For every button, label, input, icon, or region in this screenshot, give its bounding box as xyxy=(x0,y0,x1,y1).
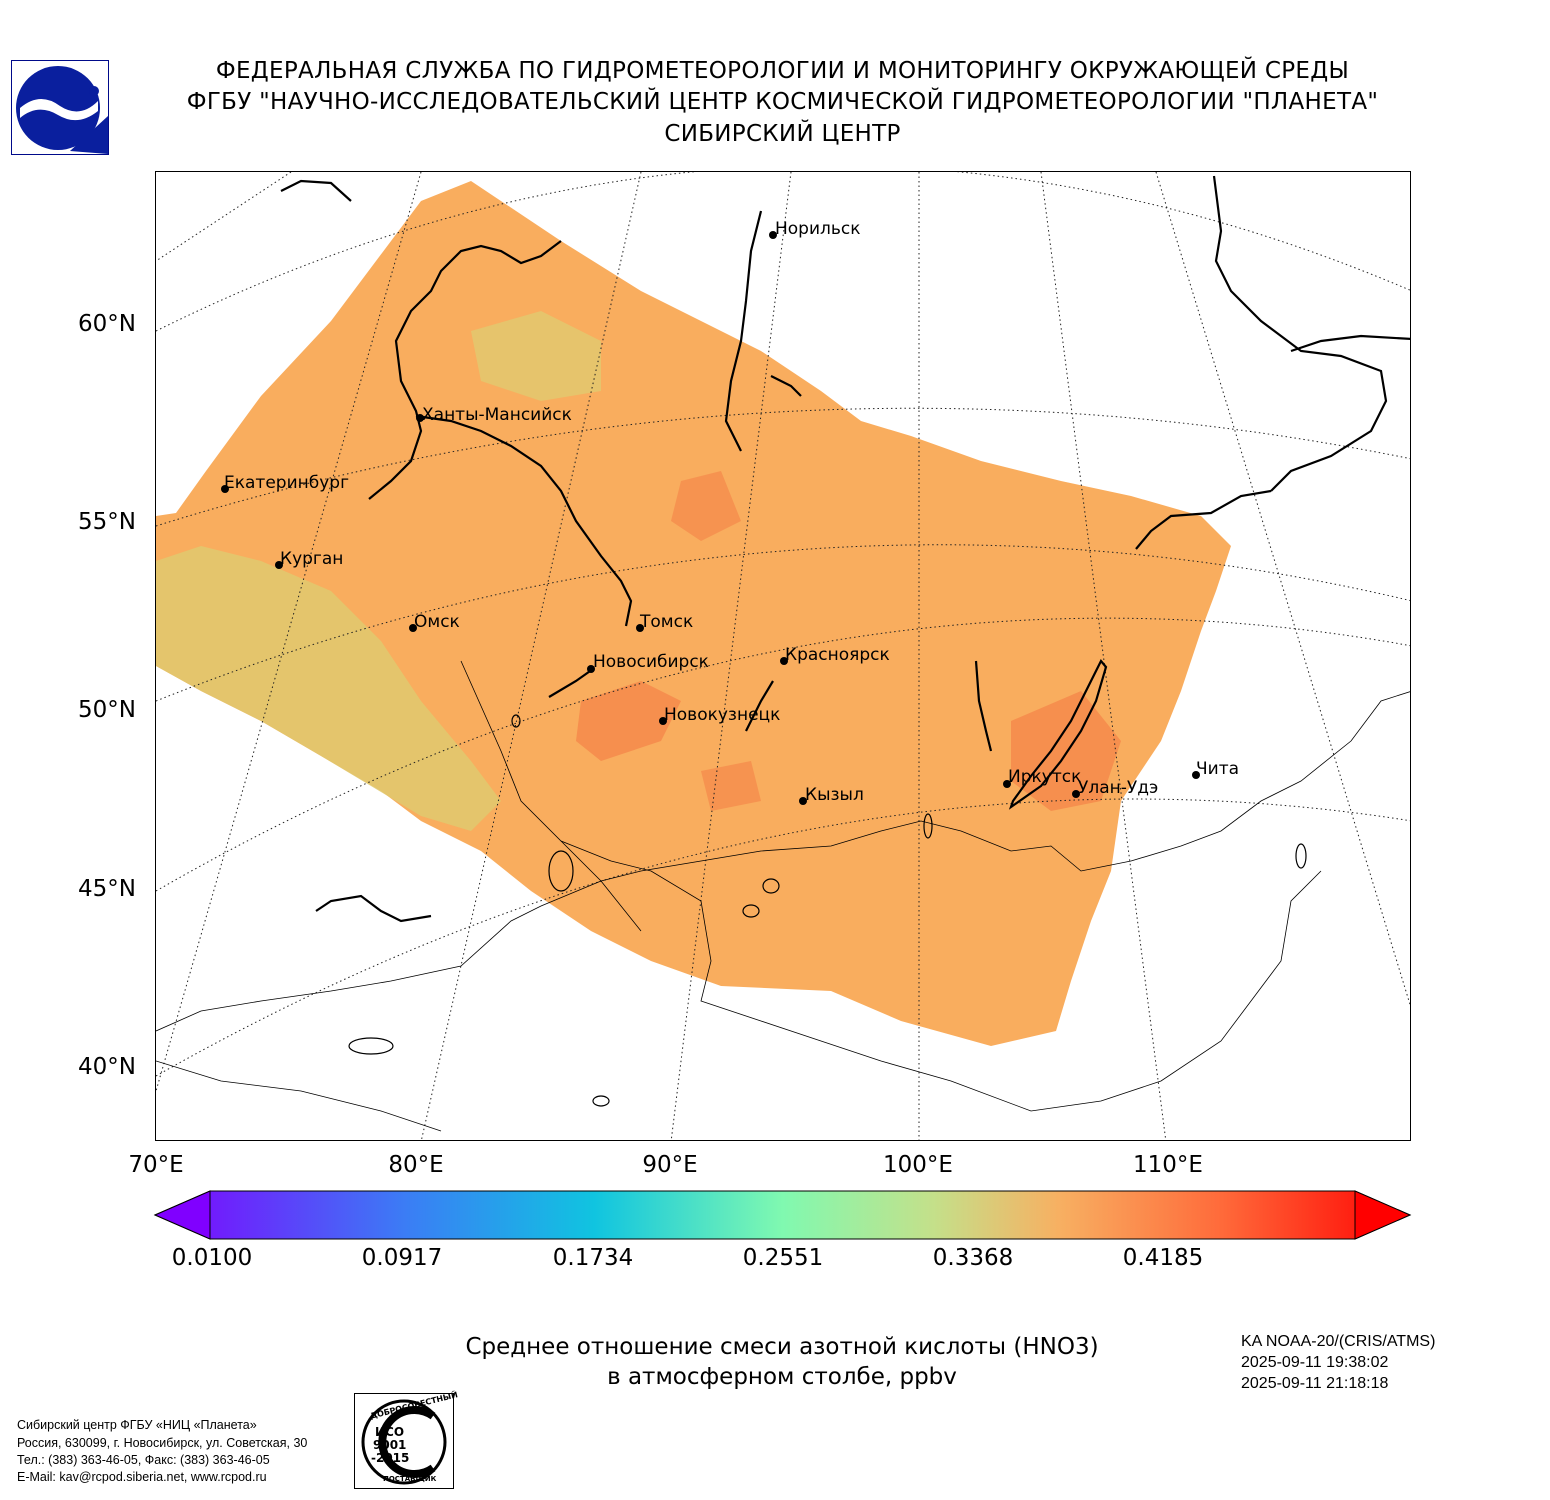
hno3-field xyxy=(156,181,1231,1046)
city-label-novokuznetsk: Новокузнецк xyxy=(664,705,781,725)
colorbar-tick-4: 0.3368 xyxy=(932,1245,1014,1271)
iso-stamp-iso: ИСО xyxy=(375,1425,405,1439)
satellite-time-end: 2025-09-11 21:18:18 xyxy=(1241,1375,1389,1392)
colorbar-tick-3: 0.2551 xyxy=(742,1245,824,1271)
hno3-field-high-1 xyxy=(576,681,681,761)
lon-label-110: 110°E xyxy=(1133,1152,1203,1178)
city-label-ulan-ude: Улан-Удэ xyxy=(1078,778,1159,798)
lon-label-80: 80°E xyxy=(388,1152,444,1178)
iso-stamp-bottom: ПОСТАВЩИК xyxy=(383,1475,437,1483)
city-dot-krasnoyarsk xyxy=(780,657,788,665)
city-dot-omsk xyxy=(409,624,417,632)
lat-label-60: 60°N xyxy=(78,311,136,337)
caption-line-1: Среднее отношение смеси азотной кислоты … xyxy=(465,1334,1099,1360)
city-label-kurgan: Курган xyxy=(280,549,344,569)
planeta-logo xyxy=(11,60,109,155)
footer-line-4: E-Mail: kav@rcpod.siberia.net, www.rcpod… xyxy=(17,1470,267,1484)
hno3-field-high-3 xyxy=(671,471,741,541)
hno3-field-high-4 xyxy=(701,761,761,811)
caption-line-2: в атмосферном столбе, ppbv xyxy=(607,1364,957,1390)
city-dot-irkutsk xyxy=(1003,780,1011,788)
colorbar-tick-0: 0.0100 xyxy=(171,1245,253,1271)
colorbar-tick-5: 0.4185 xyxy=(1122,1245,1204,1271)
colorbar-tick-2: 0.1734 xyxy=(552,1245,634,1271)
city-label-tomsk: Томск xyxy=(640,612,694,632)
iso-stamp-year: -2015 xyxy=(371,1451,410,1465)
city-label-norilsk: Норильск xyxy=(775,219,861,239)
city-dot-norilsk xyxy=(769,231,777,239)
map-svg xyxy=(156,172,1410,1140)
lon-label-90: 90°E xyxy=(642,1152,698,1178)
lat-label-40: 40°N xyxy=(78,1054,136,1080)
city-dot-ekaterinburg xyxy=(221,485,229,493)
city-dot-ulan-ude xyxy=(1072,790,1080,798)
colorbar-tick-1: 0.0917 xyxy=(361,1245,443,1271)
city-dot-novokuznetsk xyxy=(659,717,667,725)
city-label-novosibirsk: Новосибирск xyxy=(593,652,709,672)
city-dot-kyzyl xyxy=(799,797,807,805)
city-label-chita: Чита xyxy=(1196,759,1240,779)
lon-label-70: 70°E xyxy=(128,1152,184,1178)
header-line-2: ФГБУ "НАУЧНО-ИССЛЕДОВАТЕЛЬСКИЙ ЦЕНТР КОС… xyxy=(186,89,1379,115)
borders xyxy=(156,660,1410,1132)
header-line-3: СИБИРСКИЙ ЦЕНТР xyxy=(664,121,901,147)
lon-label-100: 100°E xyxy=(883,1152,953,1178)
city-dot-tomsk xyxy=(636,624,644,632)
footer-line-2: Россия, 630099, г. Новосибирск, ул. Сове… xyxy=(17,1436,308,1450)
rivers xyxy=(280,175,1410,923)
city-dot-novosibirsk xyxy=(587,665,595,673)
footer-line-3: Тел.: (383) 363-46-05, Факс: (383) 363-4… xyxy=(17,1453,270,1467)
satellite-time-start: 2025-09-11 19:38:02 xyxy=(1241,1354,1389,1371)
lat-label-45: 45°N xyxy=(78,876,136,902)
city-dot-khanty-mansiysk xyxy=(416,414,424,422)
city-dot-chita xyxy=(1192,771,1200,779)
lat-label-55: 55°N xyxy=(78,509,136,535)
hno3-field-low-north xyxy=(471,311,601,401)
city-dot-kurgan xyxy=(275,561,283,569)
hno3-field-low xyxy=(156,546,501,831)
city-label-kyzyl: Кызыл xyxy=(805,785,864,805)
city-label-ekaterinburg: Екатеринбург xyxy=(224,473,350,493)
city-label-irkutsk: Иркутск xyxy=(1008,767,1082,787)
graticule xyxy=(156,172,1410,1140)
map-frame xyxy=(155,171,1411,1141)
colorbar xyxy=(153,1190,1412,1240)
header-line-1: ФЕДЕРАЛЬНАЯ СЛУЖБА ПО ГИДРОМЕТЕОРОЛОГИИ … xyxy=(215,58,1350,84)
hno3-field-high-2 xyxy=(1011,691,1121,811)
footer-line-1: Сибирский центр ФГБУ «НИЦ «Планета» xyxy=(17,1418,257,1432)
satellite-name: KA NOAA-20/(CRIS/ATMS) xyxy=(1241,1333,1436,1350)
lakes xyxy=(348,714,1307,1107)
iso-stamp: ДОБРОСОВЕСТНЫЙ ИСО 9001 -2015 ПОСТАВЩИК xyxy=(354,1390,459,1489)
city-label-krasnoyarsk: Красноярск xyxy=(785,645,890,665)
iso-stamp-num: 9001 xyxy=(373,1438,407,1452)
lat-label-50: 50°N xyxy=(78,697,136,723)
city-label-omsk: Омск xyxy=(414,612,460,632)
city-label-khanty-mansiysk: Ханты-Мансийск xyxy=(422,405,572,425)
